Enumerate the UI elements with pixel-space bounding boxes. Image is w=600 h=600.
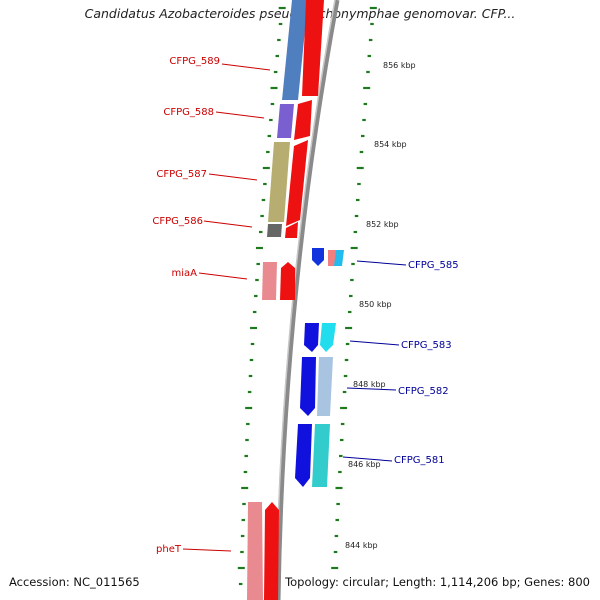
- label-cfpg-589[interactable]: CFPG_589: [169, 56, 220, 67]
- gene-cfpg-589[interactable]: [282, 0, 308, 100]
- label-cfpg-582[interactable]: CFPG_582: [398, 386, 449, 397]
- gene-cfpg-585[interactable]: [312, 248, 324, 266]
- gene-cfpg-586[interactable]: [267, 224, 282, 237]
- gene-cfpg-582[interactable]: [300, 357, 316, 416]
- right-tick-track: [331, 6, 377, 586]
- gene-cfpg-582-b[interactable]: [317, 357, 333, 416]
- right-gene-labels: CFPG_585 CFPG_583 CFPG_582 CFPG_581: [342, 260, 459, 466]
- scale-label: 850 kbp: [359, 300, 392, 309]
- left-gene-labels: CFPG_589 CFPG_588 CFPG_587 CFPG_586 miaA…: [152, 56, 271, 555]
- forward-genes: [247, 0, 324, 600]
- label-phet[interactable]: pheT: [156, 544, 182, 555]
- label-cfpg-583[interactable]: CFPG_583: [401, 340, 452, 351]
- gene-cfpg-587[interactable]: [268, 142, 290, 222]
- gene-cfpg-587-forward[interactable]: [286, 140, 308, 226]
- gene-phet-forward[interactable]: [264, 502, 279, 600]
- gene-miaa-forward[interactable]: [280, 262, 295, 300]
- gene-cfpg-589-forward[interactable]: [302, 0, 324, 96]
- reverse-genes: [295, 248, 344, 487]
- label-cfpg-586[interactable]: CFPG_586: [152, 216, 203, 227]
- gene-phet[interactable]: [247, 502, 263, 600]
- label-cfpg-581[interactable]: CFPG_581: [394, 455, 445, 466]
- topology-summary: Topology: circular; Length: 1,114,206 bp…: [281, 575, 590, 589]
- scale-label: 846 kbp: [348, 460, 381, 469]
- scale-label: 852 kbp: [366, 220, 399, 229]
- scale-label: 848 kbp: [353, 380, 386, 389]
- gene-cfpg-581-b[interactable]: [312, 424, 330, 487]
- scale-label: 844 kbp: [345, 541, 378, 550]
- gene-cfpg-585-small[interactable]: [328, 250, 336, 266]
- left-tick-track: [237, 6, 286, 586]
- scale-label: 854 kbp: [374, 140, 407, 149]
- gene-cfpg-585-small-2[interactable]: [334, 250, 344, 266]
- scale-label: 856 kbp: [383, 61, 416, 70]
- scale-labels: 856 kbp 854 kbp 852 kbp 850 kbp 848 kbp …: [345, 61, 416, 550]
- gene-cfpg-583[interactable]: [304, 323, 319, 352]
- gene-cfpg-588-forward[interactable]: [294, 100, 312, 140]
- gene-cfpg-586-forward[interactable]: [285, 222, 298, 238]
- accession-text: Accession: NC_011565: [9, 575, 140, 589]
- label-cfpg-588[interactable]: CFPG_588: [163, 107, 214, 118]
- label-miaa[interactable]: miaA: [172, 268, 198, 279]
- gene-cfpg-588[interactable]: [277, 104, 294, 138]
- gene-miaa[interactable]: [262, 262, 277, 300]
- gene-cfpg-581[interactable]: [295, 424, 312, 487]
- label-cfpg-585[interactable]: CFPG_585: [408, 260, 459, 271]
- gene-cfpg-583-b[interactable]: [320, 323, 336, 352]
- genome-backbone: [275, 0, 340, 600]
- label-cfpg-587[interactable]: CFPG_587: [156, 169, 207, 180]
